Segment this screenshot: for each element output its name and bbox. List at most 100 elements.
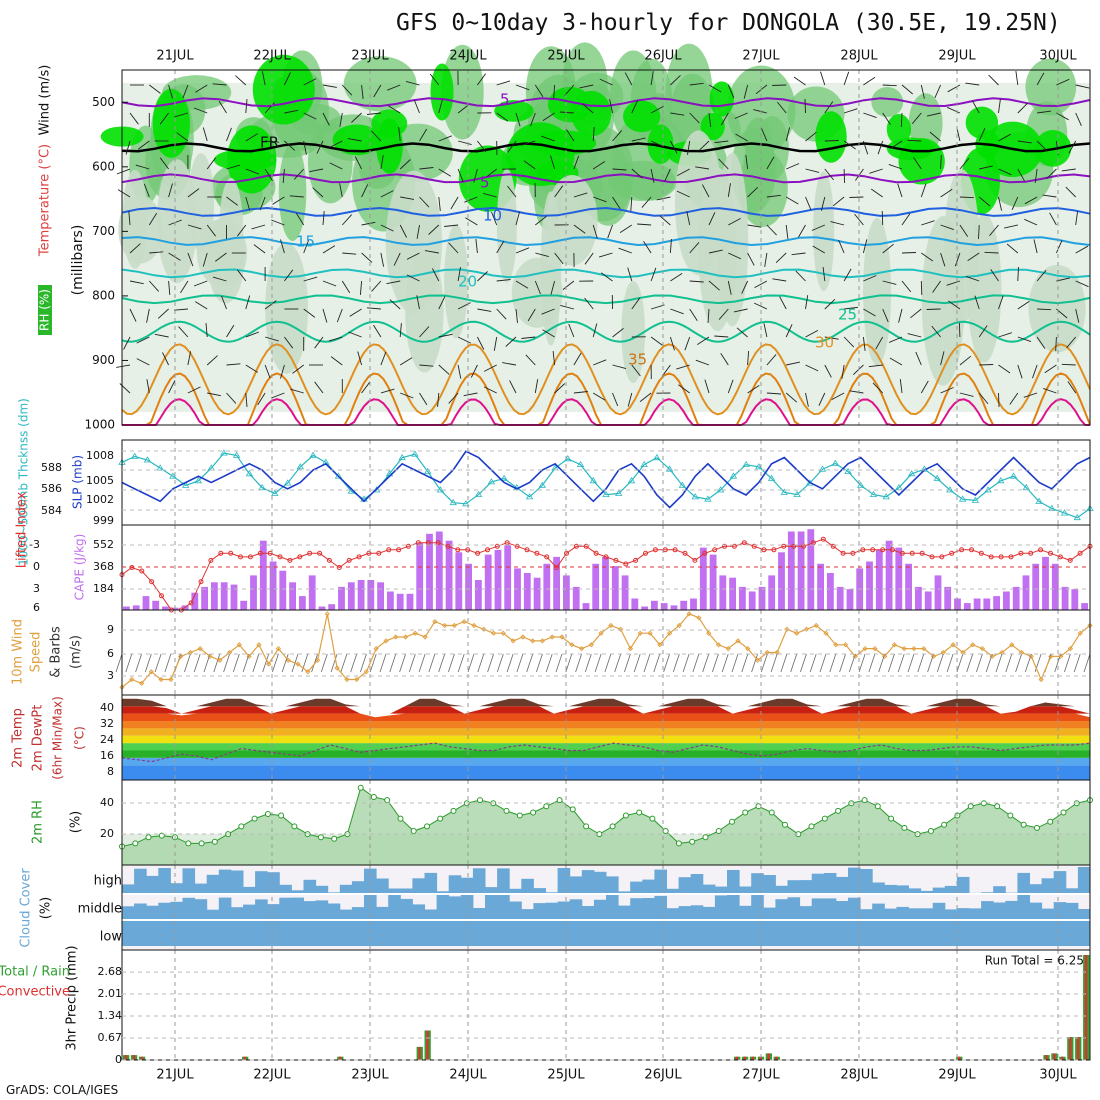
wind-barb — [354, 156, 363, 170]
wind-barb — [910, 308, 922, 319]
cloud-middle — [460, 894, 474, 920]
xtick-top: 24JUL — [449, 49, 487, 64]
rh2m-marker — [941, 821, 948, 828]
lifted-marker — [623, 561, 629, 567]
precip-conv-bar — [1084, 955, 1088, 1060]
wind10-marker — [735, 638, 741, 644]
wind-barb — [1068, 140, 1077, 154]
cloud-high — [436, 891, 450, 893]
thickness-marker — [653, 453, 661, 461]
wind10-barb — [956, 653, 964, 673]
wind-barb — [448, 392, 459, 404]
wind-barb — [284, 140, 296, 151]
cape-bar — [142, 596, 150, 610]
wind-barb — [932, 280, 941, 293]
cloud-middle — [158, 902, 171, 920]
cloud-high — [509, 888, 522, 893]
wind-barb — [958, 322, 961, 338]
rh-shade-mid — [871, 86, 904, 118]
rh2m-marker — [742, 809, 749, 816]
rh-shade-high — [965, 106, 999, 139]
wind-barb — [592, 126, 595, 142]
wind10-barb — [653, 653, 661, 673]
wind10-marker — [647, 630, 653, 636]
wind10-barb — [379, 653, 387, 673]
cape-bar — [426, 533, 433, 610]
wind-barb — [477, 73, 486, 86]
wind10-marker — [803, 626, 810, 632]
cloud-low — [436, 921, 450, 946]
cloud-high — [1065, 888, 1079, 893]
cape-bar — [475, 580, 482, 610]
rh-shade-mid — [743, 140, 777, 183]
wind-barb — [259, 196, 266, 211]
wind-barb — [695, 359, 710, 366]
isotherm-line — [121, 173, 1091, 184]
wind-barb — [979, 364, 994, 366]
wind-barb — [475, 239, 478, 254]
cloud-low — [860, 921, 873, 946]
wind-barb — [954, 252, 961, 267]
wind-barb — [457, 302, 471, 310]
cloud-low — [122, 921, 135, 946]
wind-barb — [399, 224, 408, 238]
wind-barb — [863, 275, 877, 282]
contour-label: 5 — [500, 91, 510, 109]
wind-barb — [959, 392, 974, 397]
wind10-marker — [940, 649, 946, 656]
cloud-high — [339, 884, 353, 893]
cloud-high — [291, 890, 304, 893]
wind-barb — [869, 168, 883, 174]
lifted-marker — [712, 547, 718, 553]
wind-barb — [542, 112, 555, 121]
wind-barb — [882, 84, 897, 87]
wind-barb — [734, 112, 748, 119]
wind-barb — [573, 192, 588, 198]
rh2m-marker — [835, 807, 842, 814]
rh2m-marker — [145, 834, 152, 841]
wind-barb — [920, 380, 929, 394]
wind-barb — [359, 280, 363, 295]
wind-barb — [148, 280, 160, 292]
wind-barb — [854, 213, 864, 226]
rh2m-marker — [437, 815, 444, 822]
rh2m-marker — [370, 794, 377, 800]
isotherm-line — [121, 236, 1091, 247]
cloud-middle — [315, 900, 329, 920]
temp2m-band — [122, 706, 1090, 714]
cloud-low — [969, 921, 982, 946]
cape-bar — [230, 584, 238, 610]
wind-barb — [361, 381, 371, 394]
wind-barb — [882, 112, 891, 125]
rh2m-marker — [901, 824, 908, 831]
wind-barb — [1037, 308, 1052, 311]
wind-barb — [915, 351, 922, 366]
cloud-low — [230, 921, 244, 946]
precip-conv-bar — [735, 1056, 739, 1060]
cape-bar — [621, 575, 629, 610]
cloud-high — [654, 869, 667, 893]
ylabel-wind10-c: & Barbs — [49, 626, 64, 678]
wind10-barb — [506, 653, 514, 673]
cloud-high — [606, 876, 619, 893]
contour-label: 30 — [815, 334, 834, 352]
wind-barb — [329, 162, 343, 170]
wind-barb — [1017, 300, 1030, 310]
wind-barb — [592, 323, 598, 338]
cape-bar — [299, 596, 306, 610]
wind-barb — [507, 185, 517, 198]
wind-barb — [1066, 336, 1077, 348]
wind10-barb — [193, 653, 201, 673]
cloud-middle — [400, 898, 413, 920]
wind-barb — [1009, 392, 1019, 405]
rh-shade-high — [709, 81, 734, 117]
wind-barb — [502, 362, 517, 366]
wind-barb — [303, 276, 318, 282]
cloud-high — [630, 881, 643, 893]
wind-barb — [237, 224, 247, 237]
cloud-middle — [1077, 909, 1091, 920]
lifted-marker — [978, 550, 984, 556]
cloud-middle — [835, 901, 849, 920]
wind-barb — [361, 221, 376, 226]
cape-bar — [123, 606, 130, 610]
